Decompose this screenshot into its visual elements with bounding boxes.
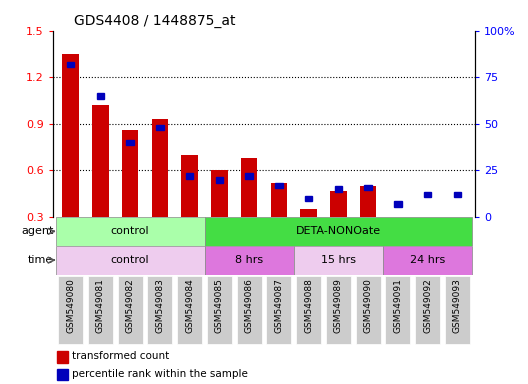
Text: GSM549080: GSM549080 (66, 278, 75, 333)
Bar (383, 246, 472, 275)
FancyBboxPatch shape (296, 276, 321, 344)
Bar (275, 183, 282, 188)
Bar (57, 369, 68, 380)
FancyBboxPatch shape (207, 276, 232, 344)
Text: transformed count: transformed count (72, 351, 169, 361)
Text: GSM549082: GSM549082 (126, 278, 135, 333)
FancyBboxPatch shape (445, 276, 470, 344)
Bar (305, 196, 312, 201)
Text: GSM549090: GSM549090 (364, 278, 373, 333)
Bar (57, 351, 68, 363)
FancyBboxPatch shape (147, 276, 172, 344)
Bar (67, 61, 74, 67)
Bar (360, 186, 376, 217)
Bar (300, 209, 317, 217)
Text: GSM549092: GSM549092 (423, 278, 432, 333)
Bar (424, 192, 431, 197)
Bar (271, 183, 287, 217)
Text: agent: agent (21, 226, 53, 237)
Text: GSM549093: GSM549093 (453, 278, 462, 333)
FancyBboxPatch shape (415, 276, 440, 344)
Bar (419, 217, 436, 220)
Bar (335, 186, 342, 192)
FancyBboxPatch shape (118, 276, 143, 344)
Text: GSM549083: GSM549083 (155, 278, 164, 333)
Bar (186, 173, 193, 179)
Bar (156, 125, 164, 130)
Text: GDS4408 / 1448875_at: GDS4408 / 1448875_at (74, 14, 235, 28)
Bar (204, 246, 294, 275)
FancyBboxPatch shape (58, 276, 83, 344)
Text: DETA-NONOate: DETA-NONOate (296, 226, 381, 237)
Bar (246, 173, 253, 179)
Bar (92, 105, 109, 217)
Text: GSM549086: GSM549086 (244, 278, 253, 333)
Bar (127, 140, 134, 145)
Text: GSM549085: GSM549085 (215, 278, 224, 333)
Text: GSM549088: GSM549088 (304, 278, 313, 333)
Text: percentile rank within the sample: percentile rank within the sample (72, 369, 248, 379)
Text: control: control (111, 226, 149, 237)
Text: GSM549084: GSM549084 (185, 278, 194, 333)
FancyBboxPatch shape (326, 276, 351, 344)
Bar (241, 158, 257, 217)
Bar (204, 217, 472, 246)
FancyBboxPatch shape (385, 276, 410, 344)
Text: GSM549091: GSM549091 (393, 278, 402, 333)
Text: GSM549087: GSM549087 (275, 278, 284, 333)
Bar (97, 93, 104, 99)
Text: 8 hrs: 8 hrs (235, 255, 263, 265)
Bar (152, 119, 168, 217)
Bar (394, 201, 401, 207)
Bar (216, 177, 223, 182)
Text: time: time (28, 255, 53, 265)
Bar (330, 190, 346, 217)
Bar (56, 246, 204, 275)
Bar (62, 54, 79, 217)
Bar (211, 170, 228, 217)
Bar (122, 130, 138, 217)
Bar (56, 217, 204, 246)
Text: GSM549089: GSM549089 (334, 278, 343, 333)
Text: 15 hrs: 15 hrs (321, 255, 356, 265)
Bar (294, 246, 383, 275)
Bar (182, 155, 198, 217)
FancyBboxPatch shape (237, 276, 261, 344)
Bar (364, 185, 372, 190)
Text: GSM549081: GSM549081 (96, 278, 105, 333)
Text: 24 hrs: 24 hrs (410, 255, 445, 265)
Bar (390, 217, 406, 220)
FancyBboxPatch shape (88, 276, 113, 344)
Bar (449, 217, 466, 218)
Bar (454, 192, 461, 197)
FancyBboxPatch shape (177, 276, 202, 344)
Text: control: control (111, 255, 149, 265)
FancyBboxPatch shape (356, 276, 381, 344)
FancyBboxPatch shape (267, 276, 291, 344)
